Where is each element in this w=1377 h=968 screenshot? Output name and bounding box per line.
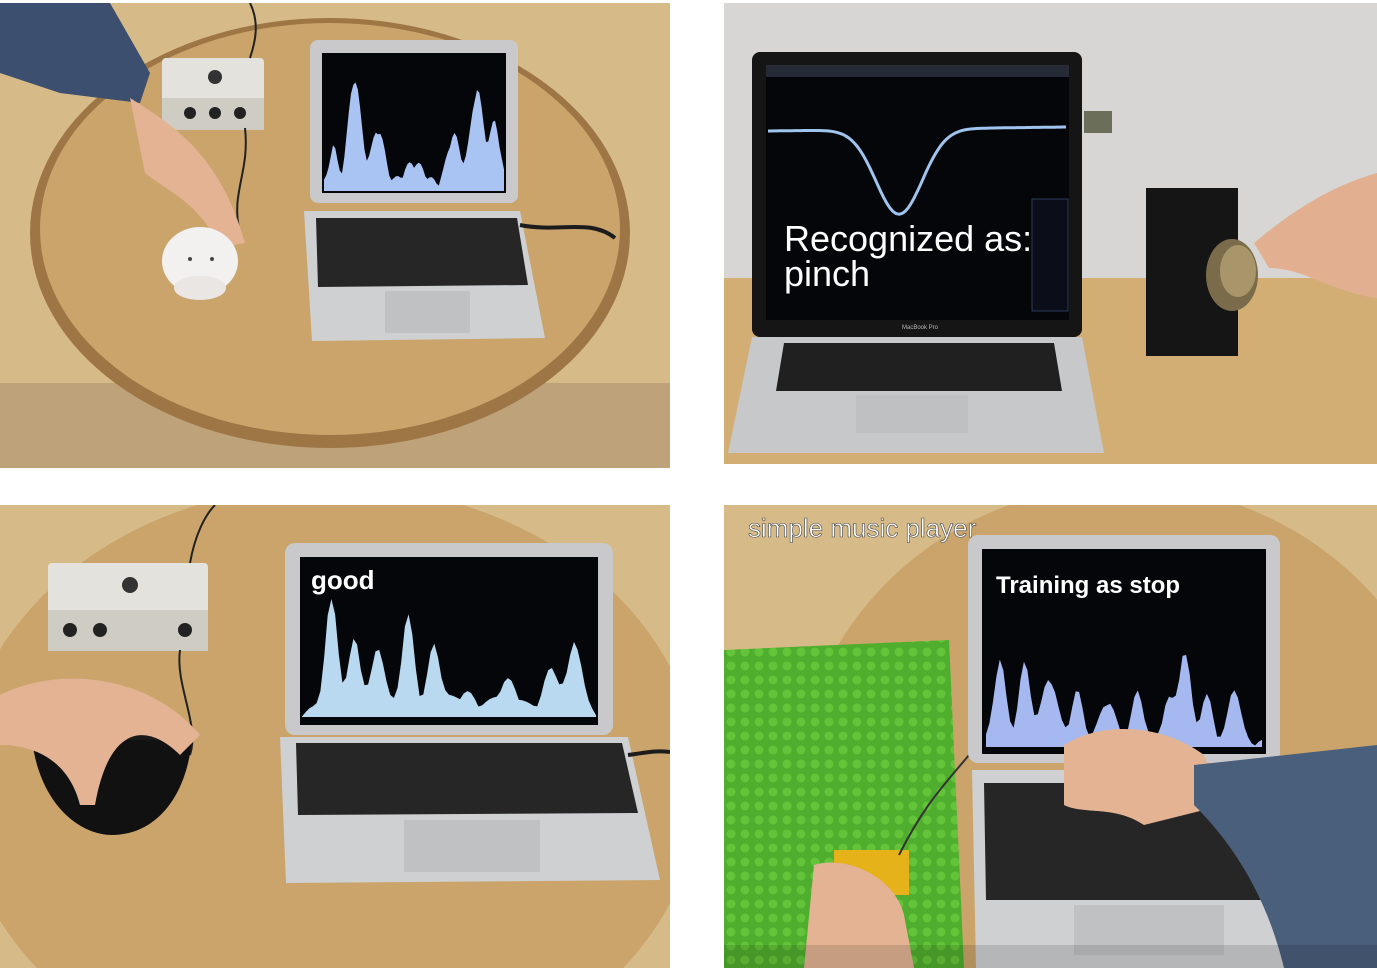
- pinch-curve: [768, 125, 1066, 216]
- waveform: [986, 655, 1262, 747]
- hand-right: [1064, 728, 1224, 825]
- audio-interface: [48, 563, 208, 651]
- sleeve: [0, 3, 150, 103]
- panel-doorknob-pinch: MacBook Pro Recognized as: pinch: [724, 3, 1377, 464]
- trackpad: [385, 291, 470, 333]
- waveform: [324, 82, 504, 191]
- hand-left: [804, 862, 914, 968]
- sensor-board: [1084, 111, 1112, 133]
- hand: [130, 98, 245, 248]
- trackpad: [404, 820, 540, 872]
- keyboard: [296, 743, 638, 815]
- doorknob-block: [1146, 188, 1258, 356]
- keyboard: [316, 218, 528, 287]
- gesture-result: pinch: [784, 253, 870, 294]
- laptop-label: MacBook Pro: [902, 325, 939, 331]
- panel-bowl-good: good: [0, 505, 670, 968]
- laptop: good: [280, 543, 670, 883]
- training-label: Training as stop: [996, 572, 1180, 599]
- scene-lego: Training as stop simple music player: [724, 505, 1377, 968]
- keyboard: [776, 343, 1062, 391]
- hand: [0, 678, 200, 805]
- panel-lego-music: Training as stop simple music player: [724, 505, 1377, 968]
- white-doll: [162, 227, 238, 300]
- sleeve: [1194, 745, 1377, 968]
- waveform: [302, 599, 596, 717]
- recognized-label: Recognized as:: [784, 218, 1032, 259]
- hand: [1254, 173, 1377, 298]
- feedback-label: good: [311, 565, 375, 595]
- panel-doll-waveform: [0, 3, 670, 468]
- laptop: [304, 40, 617, 341]
- scene-doll: [0, 3, 670, 468]
- video-caption: simple music player: [748, 513, 977, 543]
- macbook-pro: MacBook Pro Recognized as: pinch: [728, 52, 1104, 453]
- trackpad: [856, 395, 968, 433]
- scene-bowl: good: [0, 505, 670, 968]
- scene-doorknob: MacBook Pro Recognized as: pinch: [724, 3, 1377, 464]
- audio-interface: [162, 58, 264, 130]
- trackpad: [1074, 905, 1224, 955]
